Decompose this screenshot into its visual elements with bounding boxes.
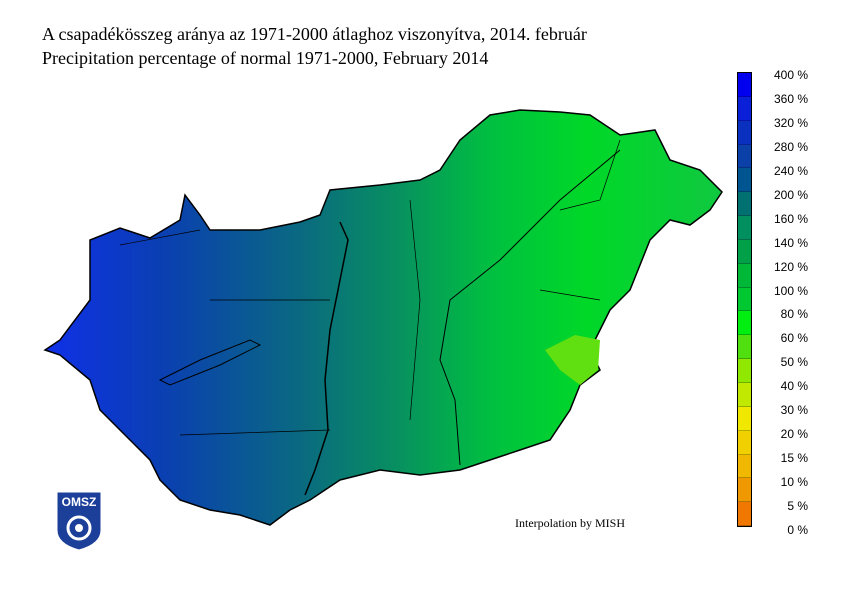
- hungary-outline: [43, 109, 723, 526]
- legend-label: 80 %: [780, 307, 808, 322]
- legend-bin: [738, 216, 751, 240]
- legend-label: 10 %: [780, 475, 808, 490]
- legend-bin: [738, 120, 751, 145]
- title-hungarian: A csapadékösszeg aránya az 1971-2000 átl…: [42, 24, 587, 44]
- legend-bin: [738, 263, 751, 288]
- legend-label: 360 %: [773, 91, 808, 106]
- legend-label: 200 %: [773, 187, 808, 202]
- legend-bin: [738, 406, 751, 431]
- legend-bin: [738, 239, 751, 264]
- legend-bin: [738, 144, 751, 169]
- legend-bin: [738, 96, 751, 121]
- title-english: Precipitation percentage of normal 1971-…: [42, 48, 489, 68]
- low-precip-patch: [545, 335, 600, 385]
- balaton-lake: [158, 339, 262, 386]
- legend-bin: [738, 454, 751, 479]
- legend-label: 50 %: [780, 355, 808, 370]
- legend-bin: [738, 430, 751, 455]
- legend-label: 60 %: [780, 331, 808, 346]
- legend-label: 140 %: [773, 235, 808, 250]
- color-scale-bar: [737, 72, 752, 527]
- legend-label: 5 %: [787, 499, 808, 514]
- danube-river: [304, 221, 349, 496]
- legend-label: 280 %: [773, 139, 808, 154]
- legend-bin: [738, 311, 751, 336]
- legend-bin: [738, 502, 751, 527]
- tisza-river: [439, 149, 621, 466]
- legend-bin: [738, 192, 751, 217]
- legend-label: 160 %: [773, 211, 808, 226]
- legend-label: 320 %: [773, 115, 808, 130]
- legend-label: 100 %: [773, 283, 808, 298]
- legend-label: 240 %: [773, 163, 808, 178]
- legend-bin: [738, 73, 751, 97]
- legend-bin: [738, 382, 751, 407]
- legend-bin: [738, 287, 751, 312]
- legend-bin: [738, 478, 751, 503]
- legend-label: 0 %: [787, 523, 808, 537]
- logo-text: OMSZ: [62, 495, 97, 509]
- legend-label: 30 %: [780, 403, 808, 418]
- legend-bin: [738, 168, 751, 193]
- legend-label: 15 %: [780, 451, 808, 466]
- interpolation-credit: Interpolation by MISH: [515, 516, 625, 530]
- region-borders: [119, 139, 621, 436]
- legend-bin: [738, 335, 751, 360]
- legend-label: 40 %: [780, 379, 808, 394]
- legend-label: 120 %: [773, 259, 808, 274]
- legend-bin: [738, 359, 751, 383]
- legend-label: 400 %: [773, 68, 808, 82]
- omsz-logo: OMSZ: [56, 491, 102, 551]
- legend-label: 20 %: [780, 427, 808, 442]
